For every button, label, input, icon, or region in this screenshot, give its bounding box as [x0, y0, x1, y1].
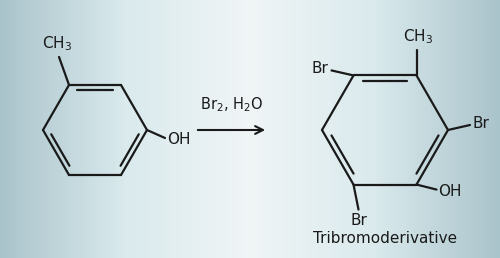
Text: Br: Br [473, 116, 490, 131]
Text: Br: Br [312, 61, 328, 76]
Text: Br$_2$, H$_2$O: Br$_2$, H$_2$O [200, 95, 263, 114]
Text: CH$_3$: CH$_3$ [42, 34, 72, 53]
Text: CH$_3$: CH$_3$ [404, 28, 434, 46]
Text: OH: OH [167, 133, 190, 148]
Text: Br: Br [350, 213, 367, 228]
Text: OH: OH [438, 184, 462, 199]
Text: Tribromoderivative: Tribromoderivative [313, 231, 457, 246]
